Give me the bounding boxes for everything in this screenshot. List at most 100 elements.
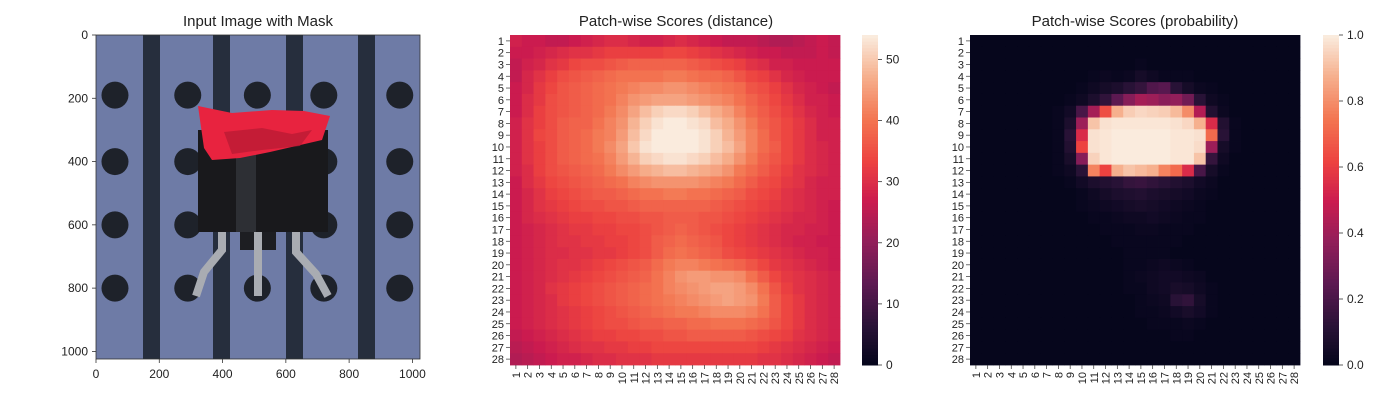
heatmap-cell: [1217, 294, 1230, 307]
heatmap-cell: [1052, 70, 1065, 83]
y-tick-label: 600: [68, 218, 88, 232]
col-tick-label: 2: [523, 372, 535, 378]
heatmap-cell: [510, 35, 523, 48]
heatmap-cell: [1076, 164, 1089, 177]
heatmap-cell: [993, 117, 1006, 130]
heatmap-cell: [1040, 141, 1053, 154]
heatmap-cell: [557, 82, 570, 95]
heatmap-cell: [533, 35, 546, 48]
heatmap-cell: [1241, 164, 1254, 177]
heatmap-cell: [1111, 341, 1124, 354]
colorbar-segment: [862, 134, 878, 138]
heatmap-cell: [722, 258, 735, 272]
heatmap-cell: [757, 82, 770, 95]
heatmap-cell: [592, 152, 605, 166]
heatmap-cell: [675, 141, 688, 154]
heatmap-cell: [1205, 258, 1218, 272]
heatmap-cell: [1005, 105, 1018, 118]
colorbar-segment: [1323, 54, 1339, 59]
colorbar-segment: [1323, 71, 1339, 76]
y-tick-label: 400: [68, 155, 88, 169]
heatmap-cell: [710, 152, 723, 166]
heatmap-cell: [545, 270, 558, 283]
heatmap-cell: [781, 282, 794, 295]
heatmap-cell: [981, 35, 994, 48]
heatmap-cell: [1076, 129, 1089, 142]
heatmap-cell: [675, 35, 688, 48]
heatmap-cell: [1028, 200, 1042, 213]
heatmap-cell: [1076, 35, 1089, 48]
heatmap-cell: [828, 258, 841, 272]
heatmap-cell: [757, 129, 770, 142]
heatmap-cell: [745, 117, 758, 130]
heatmap-cell: [1193, 117, 1207, 130]
heatmap-cell: [675, 164, 688, 177]
heatmap-cell: [1264, 152, 1277, 166]
heatmap-cell: [792, 93, 806, 107]
heatmap-cell: [545, 129, 558, 142]
heatmap-cell: [970, 247, 983, 260]
heatmap-cell: [1040, 247, 1053, 260]
heatmap-cell: [970, 188, 983, 201]
heatmap-cell: [1193, 270, 1207, 283]
heatmap-cell: [1193, 141, 1207, 154]
heatmap-cell: [1040, 70, 1053, 83]
heatmap-cell: [627, 58, 641, 71]
heatmap-cell: [545, 353, 558, 366]
col-tick-label: 14: [664, 372, 676, 384]
heatmap-cell: [1028, 282, 1042, 295]
heatmap-cell: [1241, 35, 1254, 48]
heatmap-cell: [545, 82, 558, 95]
heatmap-cell: [1005, 176, 1018, 189]
heatmap-cell: [1111, 129, 1124, 142]
colorbar-segment: [1323, 173, 1339, 178]
heatmap-cell: [745, 93, 758, 107]
heatmap-cell: [675, 46, 688, 59]
heatmap-cell: [627, 176, 641, 189]
heatmap-cell: [733, 282, 747, 295]
heatmap-cell: [710, 341, 723, 354]
heatmap-cell: [651, 223, 664, 236]
heatmap-cell: [1099, 46, 1112, 59]
heatmap-cell: [1205, 105, 1218, 118]
heatmap-cell: [993, 129, 1006, 142]
heatmap-cell: [733, 164, 747, 177]
heatmap-cell: [651, 353, 664, 366]
heatmap-cell: [639, 58, 652, 71]
heatmap-cell: [580, 188, 593, 201]
heatmap-cell: [981, 117, 994, 130]
heatmap-cell: [993, 223, 1006, 236]
heatmap-cell: [651, 152, 664, 166]
heatmap-cell: [675, 200, 688, 213]
heatmap-cell: [745, 247, 758, 260]
heatmap-cell: [1170, 141, 1183, 154]
heatmap-cell: [627, 329, 641, 342]
heatmap-cell: [745, 35, 758, 48]
heatmap-cell: [1252, 188, 1266, 201]
colorbar-segment: [1323, 338, 1339, 343]
heatmap-cell: [627, 70, 641, 83]
heatmap-cell: [1135, 247, 1148, 260]
row-tick-label: 19: [952, 248, 964, 260]
heatmap-cell: [769, 129, 782, 142]
heatmap-cell: [592, 317, 605, 331]
col-tick-label: 9: [1065, 372, 1077, 378]
heatmap-cell: [1252, 129, 1266, 142]
heatmap-cell: [757, 70, 770, 83]
colorbar-segment: [1323, 117, 1339, 122]
heatmap-cell: [686, 341, 699, 354]
heatmap-cell: [1146, 306, 1159, 319]
heatmap-cell: [521, 141, 534, 154]
heatmap-cell: [769, 341, 782, 354]
heatmap-cell: [993, 282, 1006, 295]
heatmap-cell: [1264, 176, 1277, 189]
heatmap-cell: [828, 46, 841, 59]
heatmap-cell: [1052, 353, 1065, 366]
heatmap-cell: [1028, 93, 1042, 107]
heatmap-cell: [1158, 294, 1171, 307]
heatmap-cell: [757, 247, 770, 260]
heatmap-cell: [828, 341, 841, 354]
heatmap-cell: [639, 70, 652, 83]
heatmap-cell: [1028, 223, 1042, 236]
heatmap-cell: [1099, 211, 1112, 224]
